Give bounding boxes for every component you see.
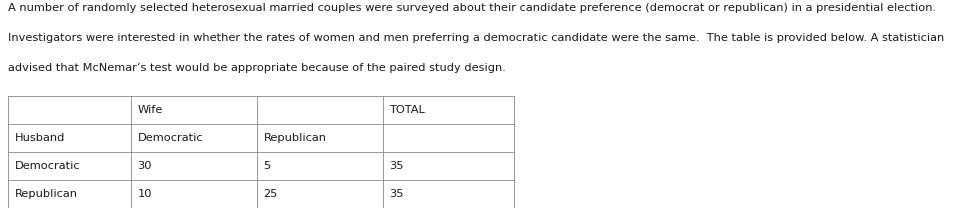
Text: Democratic: Democratic xyxy=(138,133,203,143)
Text: 30: 30 xyxy=(138,161,152,171)
Text: 35: 35 xyxy=(390,161,404,171)
Text: 35: 35 xyxy=(390,189,404,199)
Text: A number of randomly selected heterosexual married couples were surveyed about t: A number of randomly selected heterosexu… xyxy=(8,3,936,13)
Text: Husband: Husband xyxy=(15,133,65,143)
Text: Investigators were interested in whether the rates of women and men preferring a: Investigators were interested in whether… xyxy=(8,33,944,43)
Text: Wife: Wife xyxy=(138,105,163,115)
Text: advised that McNemar’s test would be appropriate because of the paired study des: advised that McNemar’s test would be app… xyxy=(8,63,506,73)
Text: TOTAL: TOTAL xyxy=(390,105,425,115)
Text: Republican: Republican xyxy=(264,133,327,143)
Text: 5: 5 xyxy=(264,161,270,171)
Text: Democratic: Democratic xyxy=(15,161,80,171)
Text: 10: 10 xyxy=(138,189,152,199)
Text: Republican: Republican xyxy=(15,189,78,199)
Text: 25: 25 xyxy=(264,189,278,199)
